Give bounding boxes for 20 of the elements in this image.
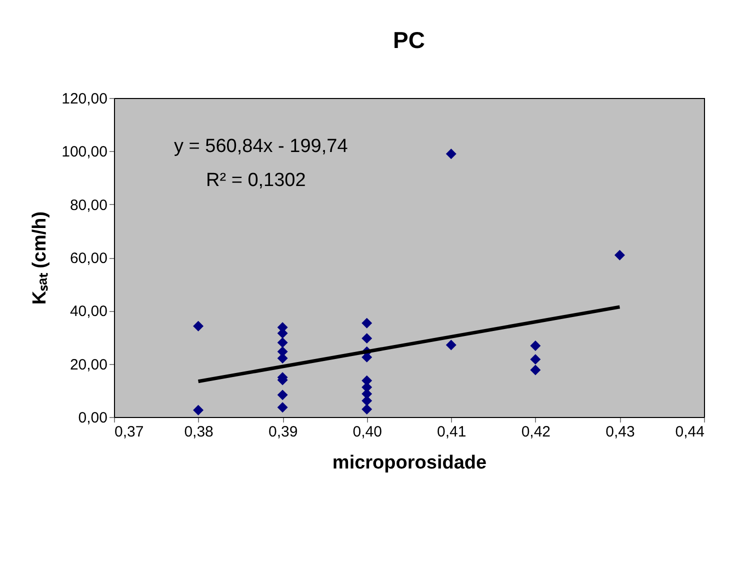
- annotation: R² = 0,1302: [206, 170, 306, 191]
- y-tick-label: 0,00: [78, 410, 108, 426]
- x-tick-label: 0,37: [114, 424, 144, 440]
- y-tick-label: 20,00: [70, 356, 108, 374]
- y-tick-label: 40,00: [70, 303, 108, 320]
- x-tick-label: 0,43: [606, 424, 635, 440]
- x-axis-title: microporosidade: [332, 452, 487, 474]
- x-tick-label: 0,42: [521, 424, 551, 440]
- chart-title: PC: [393, 27, 425, 53]
- x-tick-label: 0,38: [184, 424, 214, 440]
- y-axis-title: Kₛₐₜ (cm/h): [30, 211, 51, 305]
- x-tick-label: 0,39: [268, 424, 298, 440]
- x-tick-label: 0,40: [352, 424, 382, 440]
- annotation: y = 560,84x - 199,74: [174, 136, 348, 157]
- x-tick-label: 0,44: [675, 424, 704, 440]
- y-tick-label: 80,00: [70, 196, 108, 214]
- y-tick-label: 120,00: [62, 90, 108, 108]
- x-tick-label: 0,41: [437, 424, 466, 440]
- y-tick-label: 60,00: [70, 250, 108, 267]
- y-tick-label: 100,00: [62, 144, 108, 161]
